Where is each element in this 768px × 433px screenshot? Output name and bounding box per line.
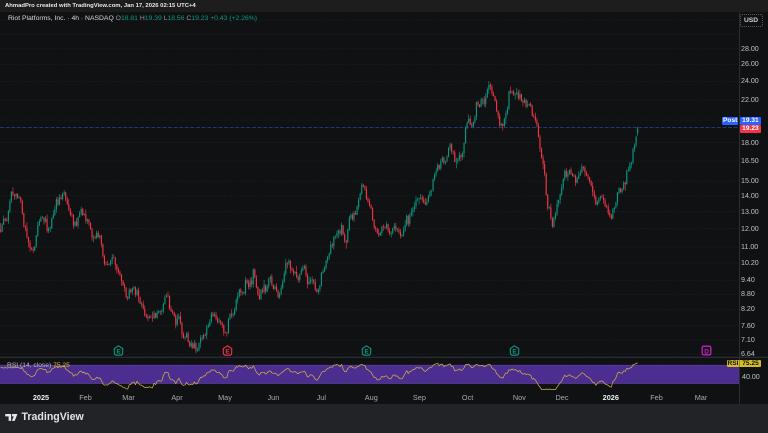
svg-text:E: E [225,349,230,356]
svg-text:E: E [512,349,517,356]
svg-text:D: D [704,348,709,355]
svg-text:E: E [116,349,121,356]
svg-text:E: E [364,349,369,356]
